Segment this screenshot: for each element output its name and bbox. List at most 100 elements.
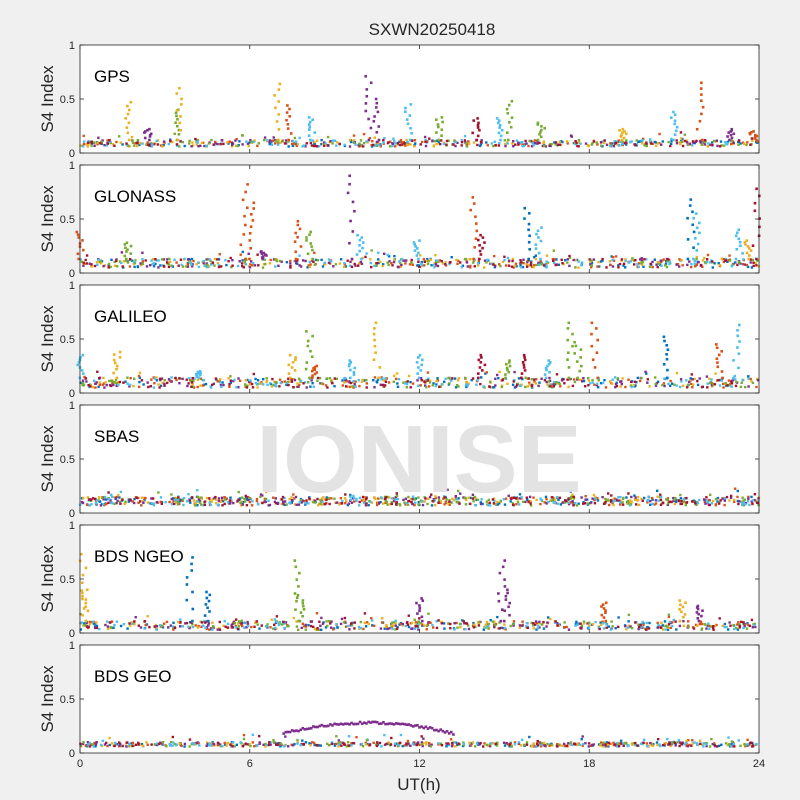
data-point — [341, 379, 344, 382]
data-point — [79, 628, 83, 631]
data-point — [499, 264, 502, 268]
arc-point — [388, 722, 392, 725]
data-point — [283, 497, 286, 500]
data-point — [394, 619, 397, 622]
data-point — [435, 139, 439, 142]
arc-point — [301, 727, 305, 730]
data-point — [516, 500, 520, 504]
data-point — [545, 625, 548, 628]
data-point — [399, 261, 402, 264]
spike-point — [566, 338, 569, 342]
data-point — [465, 261, 469, 264]
data-point — [390, 502, 393, 506]
data-point — [594, 620, 597, 624]
data-point — [538, 741, 541, 744]
data-point — [235, 618, 238, 621]
data-point — [129, 498, 132, 501]
data-point — [494, 144, 497, 147]
data-point — [411, 263, 414, 266]
data-point — [101, 739, 105, 743]
spike-point — [481, 369, 484, 372]
data-point — [163, 622, 166, 625]
data-point — [365, 252, 368, 255]
data-point — [456, 626, 459, 629]
data-point — [708, 143, 712, 146]
spike-point — [81, 581, 84, 584]
y-tick-label: 1 — [69, 280, 75, 292]
spike-point — [207, 599, 211, 603]
data-point — [518, 493, 522, 496]
data-point — [566, 142, 569, 145]
spike-point — [483, 363, 487, 367]
data-point — [449, 738, 453, 741]
data-point — [516, 382, 519, 385]
data-point — [338, 262, 342, 265]
data-point — [302, 144, 306, 147]
data-point — [598, 627, 601, 631]
data-point — [214, 142, 217, 145]
spike-point — [507, 103, 511, 107]
data-point — [601, 496, 604, 499]
data-point — [193, 743, 196, 746]
data-point — [746, 738, 749, 741]
data-point — [482, 745, 485, 748]
data-point — [424, 384, 427, 387]
data-point — [660, 264, 663, 268]
data-point — [587, 626, 590, 629]
data-point — [634, 621, 637, 624]
data-point — [532, 378, 536, 381]
data-point — [358, 627, 361, 630]
data-point — [391, 624, 395, 627]
spike-point — [523, 358, 527, 362]
data-point — [292, 386, 295, 389]
spike-point — [419, 369, 423, 372]
data-point — [716, 496, 720, 500]
data-point — [174, 496, 177, 499]
data-point — [387, 741, 390, 744]
spike-point — [175, 109, 179, 112]
spike-point — [296, 219, 300, 223]
spike-point — [208, 610, 211, 613]
data-point — [675, 384, 678, 387]
data-point — [223, 620, 226, 623]
data-point — [227, 260, 230, 263]
data-point — [394, 628, 397, 631]
data-point — [613, 743, 617, 746]
data-point — [586, 622, 589, 625]
data-point — [236, 144, 239, 148]
arc-point — [411, 725, 415, 728]
data-point — [223, 741, 226, 745]
data-point — [672, 496, 675, 500]
data-point — [482, 628, 485, 631]
data-point — [753, 498, 756, 502]
data-point — [138, 380, 141, 384]
data-point — [538, 626, 541, 629]
data-point — [743, 498, 747, 501]
data-point — [253, 264, 257, 267]
data-point — [685, 501, 689, 504]
data-point — [675, 263, 678, 266]
data-point — [491, 742, 495, 745]
data-point — [612, 259, 616, 262]
data-point — [235, 138, 238, 141]
data-point — [584, 495, 587, 498]
data-point — [334, 263, 338, 266]
data-point — [359, 627, 362, 630]
data-point — [106, 744, 109, 748]
data-point — [310, 379, 313, 382]
data-point — [417, 623, 420, 627]
spike-point — [528, 234, 531, 238]
data-point — [391, 142, 394, 145]
data-point — [196, 378, 199, 381]
data-point — [609, 742, 612, 745]
data-point — [577, 260, 580, 263]
data-point — [138, 385, 141, 389]
data-point — [118, 135, 121, 138]
data-point — [229, 743, 232, 746]
data-point — [533, 380, 536, 383]
data-point — [630, 500, 633, 503]
data-point — [456, 379, 460, 382]
data-point — [313, 628, 317, 631]
data-point — [477, 743, 480, 746]
data-point — [733, 745, 736, 748]
